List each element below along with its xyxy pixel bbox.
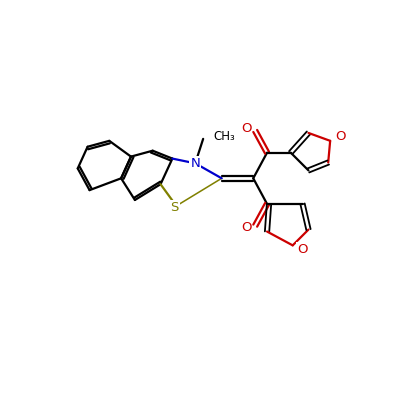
Text: O: O [298,243,308,256]
Text: N: N [190,157,200,170]
Text: O: O [241,221,251,234]
Text: O: O [241,122,251,136]
Text: CH₃: CH₃ [213,130,235,142]
Text: S: S [170,201,178,214]
Text: O: O [335,130,346,143]
